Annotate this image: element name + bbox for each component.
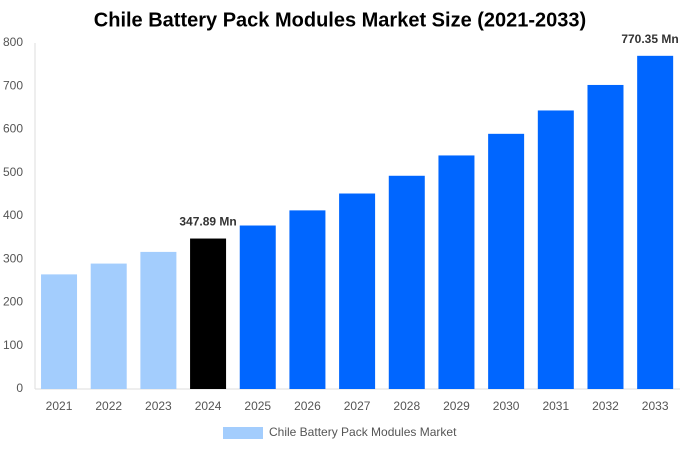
x-tick-label: 2028 <box>393 399 420 413</box>
bar <box>339 193 376 389</box>
bar <box>289 210 326 389</box>
bar <box>388 175 425 389</box>
chart-title: Chile Battery Pack Modules Market Size (… <box>94 9 586 31</box>
y-tick-label: 800 <box>3 35 23 49</box>
value-label: 770.35 Mn <box>621 32 678 46</box>
bar <box>41 274 78 389</box>
x-tick-label: 2021 <box>46 399 73 413</box>
x-tick-label: 2033 <box>642 399 669 413</box>
y-tick-label: 600 <box>3 122 23 136</box>
y-tick-label: 700 <box>3 78 23 92</box>
bar <box>537 110 574 389</box>
x-tick-label: 2031 <box>542 399 569 413</box>
x-tick-label: 2027 <box>344 399 371 413</box>
bar <box>90 263 127 389</box>
bar <box>637 55 674 390</box>
x-tick-label: 2023 <box>145 399 172 413</box>
x-tick-label: 2030 <box>493 399 520 413</box>
bar <box>488 133 525 389</box>
x-tick-label: 2029 <box>443 399 470 413</box>
x-tick-label: 2032 <box>592 399 619 413</box>
y-tick-label: 500 <box>3 165 23 179</box>
bar <box>239 225 276 389</box>
x-tick-label: 2026 <box>294 399 321 413</box>
x-tick-label: 2024 <box>195 399 222 413</box>
bar <box>140 251 177 389</box>
legend-swatch <box>223 427 263 439</box>
y-tick-label: 200 <box>3 295 23 309</box>
bar <box>190 238 227 389</box>
y-tick-label: 300 <box>3 251 23 265</box>
x-tick-label: 2022 <box>95 399 122 413</box>
x-tick-label: 2025 <box>244 399 271 413</box>
legend-label: Chile Battery Pack Modules Market <box>269 425 457 439</box>
bar <box>587 84 624 389</box>
bar <box>438 155 475 389</box>
y-tick-label: 400 <box>3 208 23 222</box>
value-label: 347.89 Mn <box>179 215 236 229</box>
y-tick-label: 0 <box>16 381 23 395</box>
y-tick-label: 100 <box>3 338 23 352</box>
